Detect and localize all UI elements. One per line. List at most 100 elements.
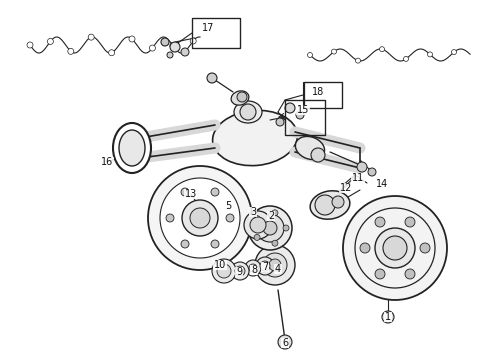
- Circle shape: [272, 240, 278, 246]
- Circle shape: [181, 188, 189, 196]
- Circle shape: [244, 211, 272, 239]
- Ellipse shape: [310, 191, 350, 219]
- Circle shape: [231, 262, 249, 280]
- Circle shape: [181, 48, 189, 56]
- Circle shape: [182, 200, 218, 236]
- Text: 10: 10: [214, 260, 226, 270]
- Ellipse shape: [113, 123, 151, 173]
- Circle shape: [379, 47, 385, 52]
- Circle shape: [256, 214, 284, 242]
- Circle shape: [420, 243, 430, 253]
- Circle shape: [405, 269, 415, 279]
- Circle shape: [255, 245, 295, 285]
- Circle shape: [217, 264, 231, 278]
- Circle shape: [357, 162, 367, 172]
- Text: 8: 8: [251, 265, 257, 275]
- Text: 1: 1: [385, 312, 391, 322]
- Circle shape: [283, 225, 289, 231]
- Circle shape: [240, 104, 256, 120]
- Text: 6: 6: [282, 338, 288, 348]
- Bar: [304, 82, 342, 108]
- Circle shape: [160, 178, 240, 258]
- Circle shape: [360, 243, 370, 253]
- Circle shape: [181, 240, 189, 248]
- Circle shape: [263, 253, 287, 277]
- Circle shape: [278, 335, 292, 349]
- Ellipse shape: [213, 111, 297, 166]
- Circle shape: [382, 311, 394, 323]
- Text: 5: 5: [225, 201, 231, 211]
- Circle shape: [211, 240, 219, 248]
- Circle shape: [405, 217, 415, 227]
- Circle shape: [383, 236, 407, 260]
- Circle shape: [129, 36, 135, 42]
- Ellipse shape: [231, 91, 249, 105]
- Circle shape: [149, 45, 155, 51]
- Bar: [285, 100, 325, 135]
- Circle shape: [343, 196, 447, 300]
- Ellipse shape: [295, 136, 324, 159]
- Bar: [285, 100, 325, 135]
- Circle shape: [389, 243, 397, 251]
- Circle shape: [276, 118, 284, 126]
- Circle shape: [254, 234, 260, 240]
- Circle shape: [250, 217, 266, 233]
- Text: 3: 3: [250, 207, 256, 217]
- Circle shape: [161, 38, 169, 46]
- Circle shape: [170, 42, 180, 52]
- Circle shape: [27, 42, 33, 48]
- Circle shape: [207, 73, 217, 83]
- Text: 11: 11: [352, 173, 364, 183]
- Circle shape: [285, 103, 295, 113]
- Circle shape: [375, 228, 415, 268]
- Circle shape: [403, 57, 409, 62]
- Text: 17: 17: [202, 23, 214, 33]
- Circle shape: [166, 214, 174, 222]
- Circle shape: [190, 208, 210, 228]
- Text: 13: 13: [185, 189, 197, 199]
- Circle shape: [212, 259, 236, 283]
- Text: 12: 12: [340, 183, 352, 193]
- Text: 14: 14: [376, 179, 388, 189]
- Text: 4: 4: [275, 264, 281, 274]
- Circle shape: [248, 206, 292, 250]
- Ellipse shape: [119, 130, 145, 166]
- Circle shape: [148, 166, 252, 270]
- Circle shape: [375, 217, 385, 227]
- Circle shape: [263, 221, 277, 235]
- Circle shape: [167, 52, 173, 58]
- Circle shape: [254, 216, 260, 222]
- Text: 16: 16: [101, 157, 113, 167]
- Circle shape: [256, 257, 274, 275]
- Circle shape: [427, 52, 433, 57]
- Circle shape: [315, 195, 335, 215]
- Text: 15: 15: [297, 105, 309, 115]
- Circle shape: [245, 260, 261, 276]
- Circle shape: [332, 196, 344, 208]
- Circle shape: [269, 259, 281, 271]
- Circle shape: [88, 34, 94, 40]
- Circle shape: [190, 38, 196, 44]
- Circle shape: [296, 111, 304, 119]
- Circle shape: [375, 269, 385, 279]
- Circle shape: [226, 214, 234, 222]
- Ellipse shape: [234, 101, 262, 123]
- Circle shape: [109, 50, 115, 56]
- Bar: [303, 82, 342, 108]
- Circle shape: [368, 168, 376, 176]
- Circle shape: [237, 92, 247, 102]
- Circle shape: [308, 53, 313, 58]
- Circle shape: [48, 39, 53, 44]
- Circle shape: [260, 261, 270, 271]
- Text: 18: 18: [312, 87, 324, 97]
- Circle shape: [170, 42, 176, 49]
- Circle shape: [451, 50, 457, 55]
- Circle shape: [356, 58, 361, 63]
- Text: 7: 7: [262, 262, 268, 272]
- Circle shape: [249, 264, 257, 272]
- Bar: [192, 18, 240, 48]
- Circle shape: [311, 148, 325, 162]
- Circle shape: [235, 266, 245, 276]
- Bar: [192, 18, 240, 48]
- Circle shape: [332, 49, 337, 54]
